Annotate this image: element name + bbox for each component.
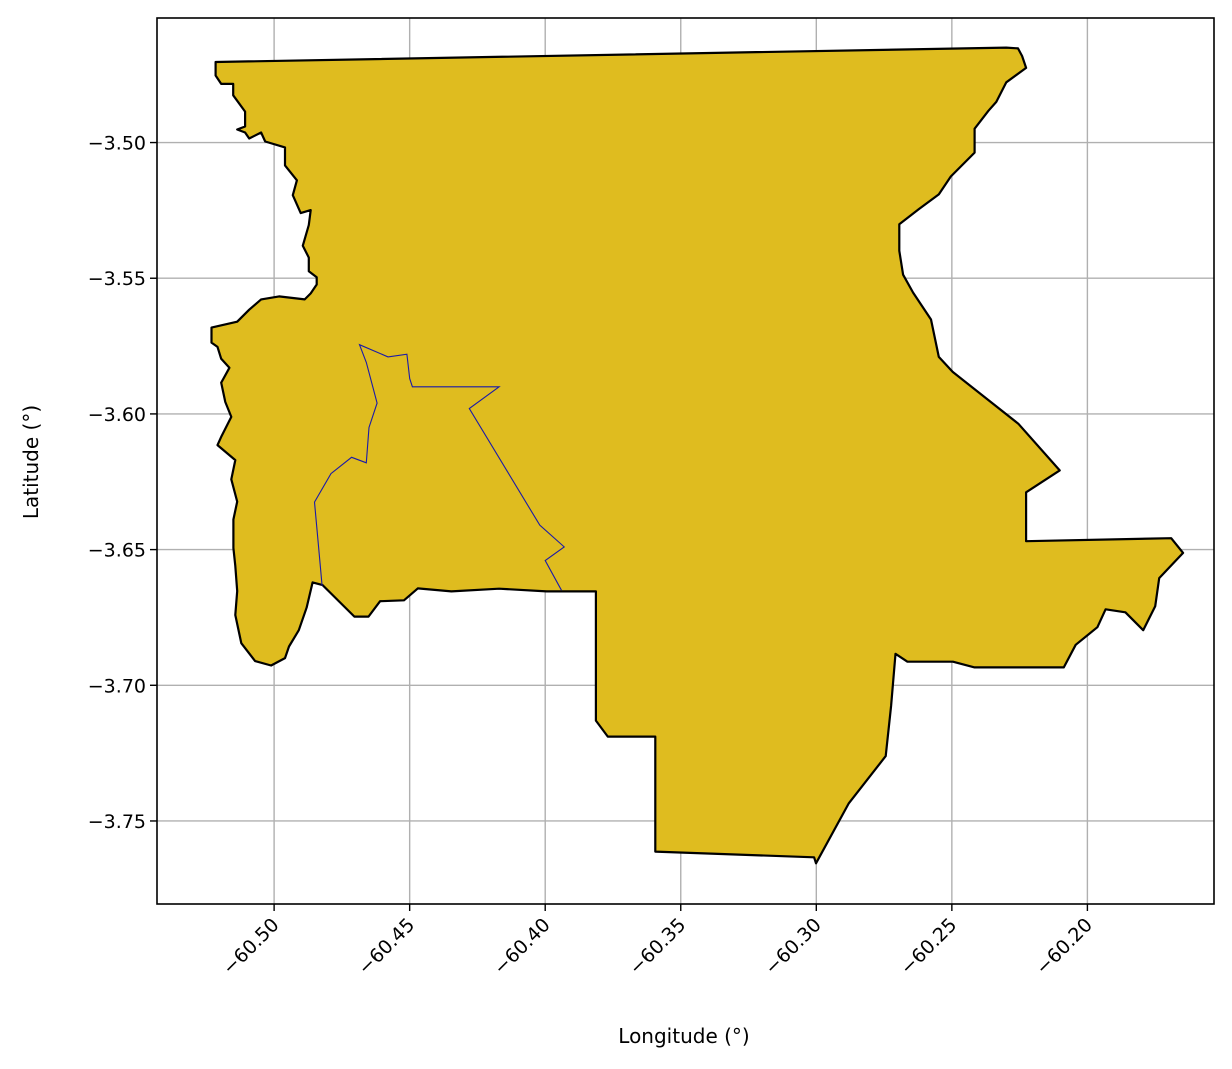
- y-tick-label: −3.50: [88, 133, 146, 155]
- y-tick-label: −3.60: [88, 404, 146, 426]
- y-axis-label: Latitude (°): [19, 405, 43, 519]
- y-tick-label: −3.70: [88, 675, 146, 697]
- y-tick-label: −3.65: [88, 540, 146, 562]
- y-tick-label: −3.55: [88, 268, 146, 290]
- y-tick-label: −3.75: [88, 811, 146, 833]
- x-axis-label: Longitude (°): [618, 1024, 749, 1048]
